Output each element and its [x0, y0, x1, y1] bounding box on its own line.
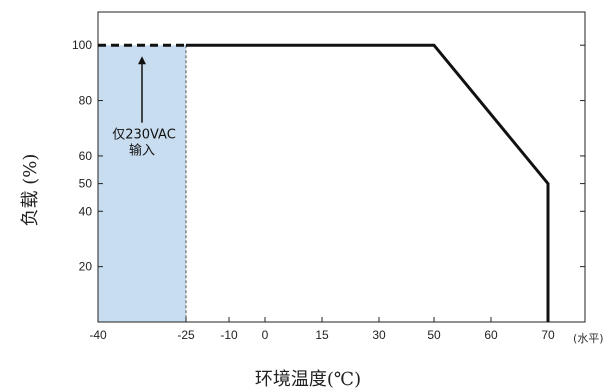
x-tick-label: -25 — [177, 328, 195, 342]
y-tick-label: 60 — [79, 149, 93, 163]
x-tick-label: 15 — [315, 328, 329, 342]
annotation-line-2: 输入 — [129, 143, 155, 159]
series-line-solid — [186, 43, 550, 322]
x-tick-label: 30 — [372, 328, 386, 342]
y-tick-label: 40 — [79, 204, 93, 218]
x-axis-title: 环境温度(℃) — [255, 369, 361, 390]
tick-layer: -40 -25 -10 0 15 30 50 60 70 20 40 50 60 80 100 — [72, 38, 585, 342]
annotation-line-1: 仅230VAC — [112, 128, 176, 143]
y-axis-title: 负载 (%) — [20, 154, 41, 227]
y-tick-label: 50 — [79, 177, 93, 191]
plot-frame — [97, 11, 586, 323]
x-tick-label: -10 — [220, 328, 238, 342]
x-axis-unit-note: (水平) — [573, 332, 604, 345]
y-tick-label: 80 — [79, 94, 93, 108]
series-layer — [98, 43, 550, 322]
annotation-layer: 仅230VAC 输入 — [112, 56, 176, 159]
y-tick-label: 20 — [79, 260, 93, 274]
x-tick-label: 60 — [484, 328, 498, 342]
x-tick-label: 50 — [427, 328, 441, 342]
y-tick-label: 100 — [72, 38, 92, 52]
annotation-arrow-head — [138, 56, 146, 65]
x-tick-label: 70 — [541, 328, 555, 342]
x-tick-label: -40 — [89, 328, 107, 342]
x-tick-label: 0 — [262, 328, 269, 342]
